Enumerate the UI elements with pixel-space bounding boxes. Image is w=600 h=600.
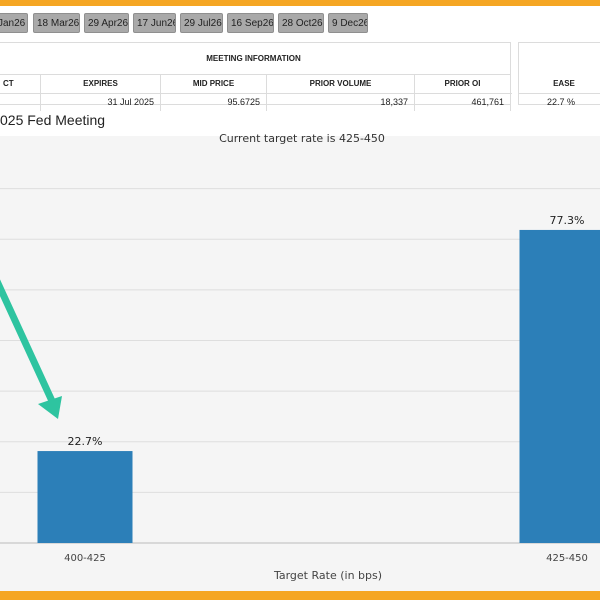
x-tick-label: 400-425 — [64, 553, 106, 564]
bar-value-label: 77.3% — [550, 214, 585, 227]
main-panel: Jan26 18 Mar26 29 Apr26 17 Jun26 29 Jul2… — [0, 6, 600, 591]
bar-425-450[interactable] — [520, 230, 600, 543]
x-axis-label: Target Rate (in bps) — [273, 569, 382, 582]
annotation-arrow-icon — [0, 266, 62, 419]
probability-bar-chart: 22.7% 400-425 77.3% 425-450 Current target … — [0, 6, 600, 591]
x-tick-label: 425-450 — [546, 553, 588, 564]
chart-title: Current target rate is 425-450 — [219, 132, 385, 145]
chart-bars: 22.7% 400-425 77.3% 425-450 — [38, 214, 600, 564]
bar-400-425[interactable] — [38, 451, 133, 543]
bar-value-label: 22.7% — [68, 435, 103, 448]
